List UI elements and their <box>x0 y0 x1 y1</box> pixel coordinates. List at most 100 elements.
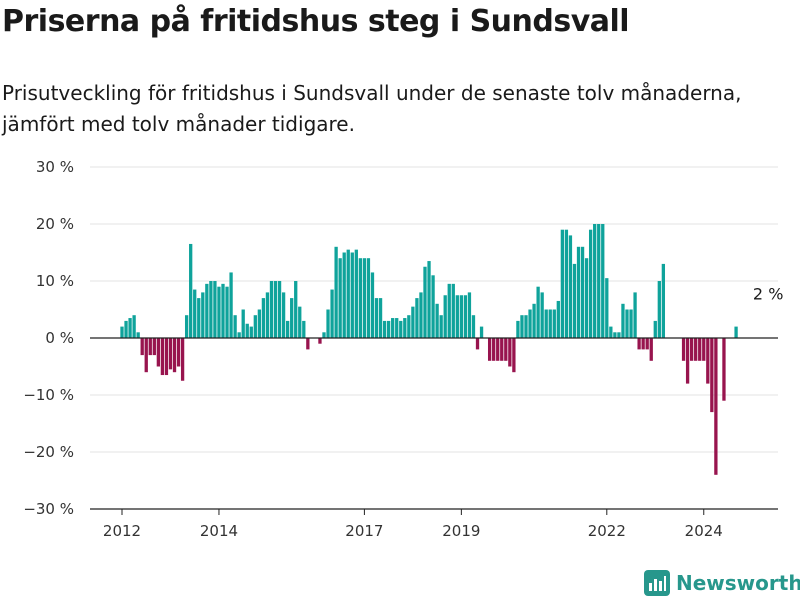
x-tick-label: 2022 <box>588 522 626 540</box>
bar <box>338 258 342 338</box>
bar <box>689 338 694 361</box>
bar <box>572 263 577 338</box>
bar <box>443 295 447 338</box>
bar <box>366 258 371 338</box>
bar <box>221 283 225 338</box>
bar <box>334 246 338 338</box>
axes <box>90 337 778 515</box>
bar <box>205 283 209 338</box>
bar <box>358 258 363 338</box>
bar <box>281 292 286 338</box>
x-tick-label: 2017 <box>345 522 383 540</box>
bar <box>617 332 621 338</box>
bar <box>362 258 367 338</box>
bar <box>625 309 629 338</box>
bar <box>136 332 140 338</box>
y-axis-labels: 30 % 20 % 10 % 0 % −10 % −20 % −30 % <box>23 158 74 518</box>
bar <box>378 298 383 338</box>
bar <box>172 338 177 373</box>
bar <box>516 320 520 338</box>
bar <box>306 338 310 350</box>
bar <box>269 281 274 338</box>
bar <box>415 298 419 338</box>
bar <box>427 261 431 338</box>
newsworthy-logo: Newsworthy <box>644 569 800 597</box>
bar <box>164 338 169 376</box>
bar <box>403 318 407 338</box>
x-axis-labels: 2012 2014 2017 2019 2022 2024 <box>103 522 723 540</box>
bar <box>459 295 464 338</box>
bar <box>588 229 593 338</box>
bar <box>435 303 439 338</box>
bar <box>326 309 330 338</box>
bar <box>504 338 508 361</box>
bar <box>152 338 156 356</box>
bar <box>467 292 472 338</box>
bar <box>245 323 249 338</box>
y-tick-label: −30 % <box>23 500 74 518</box>
bar <box>229 272 233 338</box>
y-tick-label: 0 % <box>45 329 74 347</box>
bar <box>184 315 189 338</box>
bar <box>580 246 585 338</box>
bar <box>710 338 714 413</box>
bar <box>411 306 415 338</box>
bar <box>694 338 698 361</box>
bar <box>350 252 354 338</box>
bar <box>536 286 540 338</box>
bar <box>613 332 617 338</box>
bar <box>576 246 581 338</box>
bar <box>649 338 653 361</box>
bar <box>552 309 556 338</box>
bar <box>548 309 552 338</box>
bar <box>233 315 237 338</box>
bar <box>370 272 375 338</box>
y-tick-label: 10 % <box>36 272 74 290</box>
bar <box>584 258 589 338</box>
bar <box>479 326 484 338</box>
bar <box>249 326 253 338</box>
bar <box>217 286 221 338</box>
bar <box>273 281 278 338</box>
bar <box>197 298 201 338</box>
chart-title: Priserna på fritidshus steg i Sundsvall <box>2 4 630 39</box>
bar <box>354 249 358 338</box>
bar <box>395 318 399 338</box>
bar <box>475 338 480 350</box>
x-tick-label: 2024 <box>685 522 723 540</box>
bar <box>407 315 411 338</box>
bar <box>734 326 738 338</box>
bar <box>597 224 601 338</box>
bar <box>455 295 459 338</box>
bar <box>201 292 205 338</box>
bar <box>168 338 173 370</box>
bar <box>391 318 395 338</box>
bar <box>471 315 476 338</box>
bar <box>346 249 350 338</box>
bar <box>722 338 726 401</box>
bar <box>621 303 625 338</box>
bar <box>447 283 451 338</box>
bar <box>568 235 573 338</box>
bar <box>261 298 266 338</box>
bar <box>423 266 427 338</box>
bar <box>124 320 128 338</box>
bar <box>601 224 605 338</box>
bar <box>374 298 379 338</box>
bar <box>540 292 544 338</box>
bar <box>439 315 443 338</box>
bar <box>605 278 609 338</box>
bar <box>294 281 298 338</box>
bar <box>209 281 213 338</box>
bar <box>528 309 532 338</box>
bar <box>451 283 455 338</box>
bar <box>140 338 144 356</box>
bar <box>386 320 391 338</box>
x-tick-label: 2014 <box>200 522 238 540</box>
x-tick-label: 2012 <box>103 522 141 540</box>
bar <box>641 338 645 350</box>
bars <box>120 224 738 475</box>
bar <box>637 338 641 350</box>
bar <box>645 338 649 350</box>
